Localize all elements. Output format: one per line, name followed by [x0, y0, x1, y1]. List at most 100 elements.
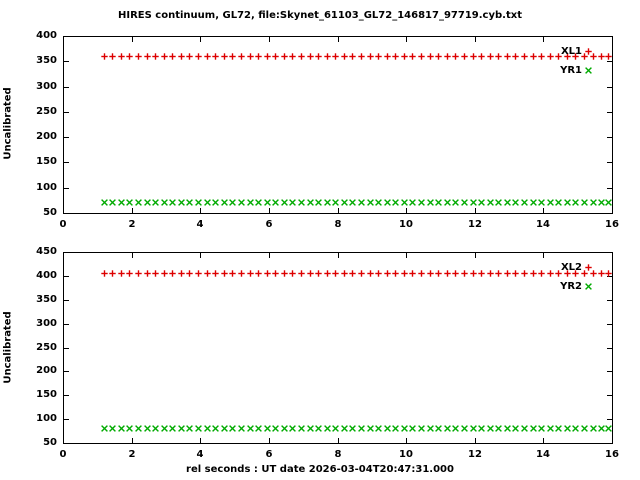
x-tick-label: 4 [196, 219, 204, 230]
y-tick-label: 50 [43, 207, 57, 218]
x-tick-label: 6 [265, 449, 273, 460]
x-tick-label: 2 [128, 219, 136, 230]
legend-label-XL1: XL1 [560, 46, 582, 57]
y-tick-mark [607, 300, 612, 301]
plot-frame-bottom [63, 252, 613, 444]
x-tick-mark [406, 253, 407, 258]
x-tick-mark [338, 253, 339, 258]
y-tick-mark [607, 371, 612, 372]
x-tick-label: 10 [399, 449, 413, 460]
y-tick-mark [64, 276, 69, 277]
x-tick-label: 0 [59, 219, 67, 230]
y-tick-mark [607, 137, 612, 138]
x-tick-mark [475, 253, 476, 258]
x-tick-mark [63, 253, 64, 258]
y-axis-label-top: Uncalibrated [2, 87, 14, 160]
y-tick-mark [607, 162, 612, 163]
y-tick-mark [64, 87, 69, 88]
y-tick-mark [64, 213, 69, 214]
y-axis-label-bottom: Uncalibrated [2, 311, 14, 384]
x-tick-mark [475, 438, 476, 443]
y-tick-mark [64, 371, 69, 372]
y-tick-label: 350 [36, 294, 57, 305]
x-tick-label: 16 [605, 219, 619, 230]
x-tick-mark [269, 37, 270, 42]
x-tick-label: 0 [59, 449, 67, 460]
y-tick-mark [64, 162, 69, 163]
x-tick-label: 14 [536, 219, 550, 230]
x-tick-label: 4 [196, 449, 204, 460]
x-axis-label: rel seconds : UT date 2026-03-04T20:47:3… [186, 464, 454, 475]
y-tick-label: 400 [36, 30, 57, 41]
x-tick-mark [132, 37, 133, 42]
y-tick-label: 400 [36, 270, 57, 281]
y-tick-mark [607, 61, 612, 62]
y-tick-label: 100 [36, 182, 57, 193]
y-tick-mark [607, 188, 612, 189]
x-tick-mark [338, 438, 339, 443]
y-tick-mark [64, 348, 69, 349]
y-tick-mark [64, 300, 69, 301]
y-tick-mark [64, 137, 69, 138]
x-tick-mark [543, 208, 544, 213]
y-tick-label: 200 [36, 131, 57, 142]
x-tick-mark [612, 438, 613, 443]
y-tick-mark [64, 112, 69, 113]
y-tick-mark [607, 36, 612, 37]
y-tick-mark [64, 324, 69, 325]
x-tick-mark [406, 37, 407, 42]
x-tick-mark [338, 208, 339, 213]
y-tick-mark [64, 252, 69, 253]
x-tick-mark [200, 253, 201, 258]
y-tick-mark [64, 443, 69, 444]
y-tick-mark [607, 112, 612, 113]
x-tick-mark [406, 208, 407, 213]
figure-title: HIRES continuum, GL72, file:Skynet_61103… [118, 10, 522, 21]
y-tick-mark [64, 61, 69, 62]
y-tick-label: 150 [36, 389, 57, 400]
legend-label-XL2: XL2 [560, 262, 582, 273]
x-tick-mark [269, 208, 270, 213]
x-tick-mark [200, 438, 201, 443]
x-tick-mark [269, 253, 270, 258]
y-tick-mark [64, 188, 69, 189]
x-tick-mark [63, 208, 64, 213]
y-tick-mark [64, 419, 69, 420]
x-tick-mark [543, 37, 544, 42]
y-tick-mark [607, 213, 612, 214]
x-tick-mark [63, 438, 64, 443]
y-tick-label: 50 [43, 437, 57, 448]
y-tick-mark [607, 443, 612, 444]
x-tick-mark [612, 37, 613, 42]
y-tick-label: 450 [36, 246, 57, 257]
x-tick-mark [132, 253, 133, 258]
y-tick-mark [607, 395, 612, 396]
x-tick-mark [132, 438, 133, 443]
x-tick-label: 16 [605, 449, 619, 460]
x-tick-label: 2 [128, 449, 136, 460]
y-tick-label: 200 [36, 365, 57, 376]
x-tick-mark [200, 208, 201, 213]
x-tick-label: 8 [334, 449, 342, 460]
y-tick-mark [607, 419, 612, 420]
x-tick-mark [612, 208, 613, 213]
x-tick-mark [63, 37, 64, 42]
x-tick-label: 10 [399, 219, 413, 230]
x-tick-mark [543, 253, 544, 258]
x-tick-mark [338, 37, 339, 42]
y-tick-label: 350 [36, 55, 57, 66]
y-tick-label: 150 [36, 156, 57, 167]
y-tick-label: 100 [36, 413, 57, 424]
x-tick-mark [269, 438, 270, 443]
x-tick-mark [475, 37, 476, 42]
legend-label-YR2: YR2 [560, 281, 582, 292]
y-tick-label: 300 [36, 318, 57, 329]
x-tick-label: 12 [468, 219, 482, 230]
x-tick-label: 6 [265, 219, 273, 230]
y-tick-mark [607, 87, 612, 88]
y-tick-mark [607, 276, 612, 277]
x-tick-mark [475, 208, 476, 213]
legend-label-YR1: YR1 [560, 65, 582, 76]
y-tick-label: 250 [36, 106, 57, 117]
